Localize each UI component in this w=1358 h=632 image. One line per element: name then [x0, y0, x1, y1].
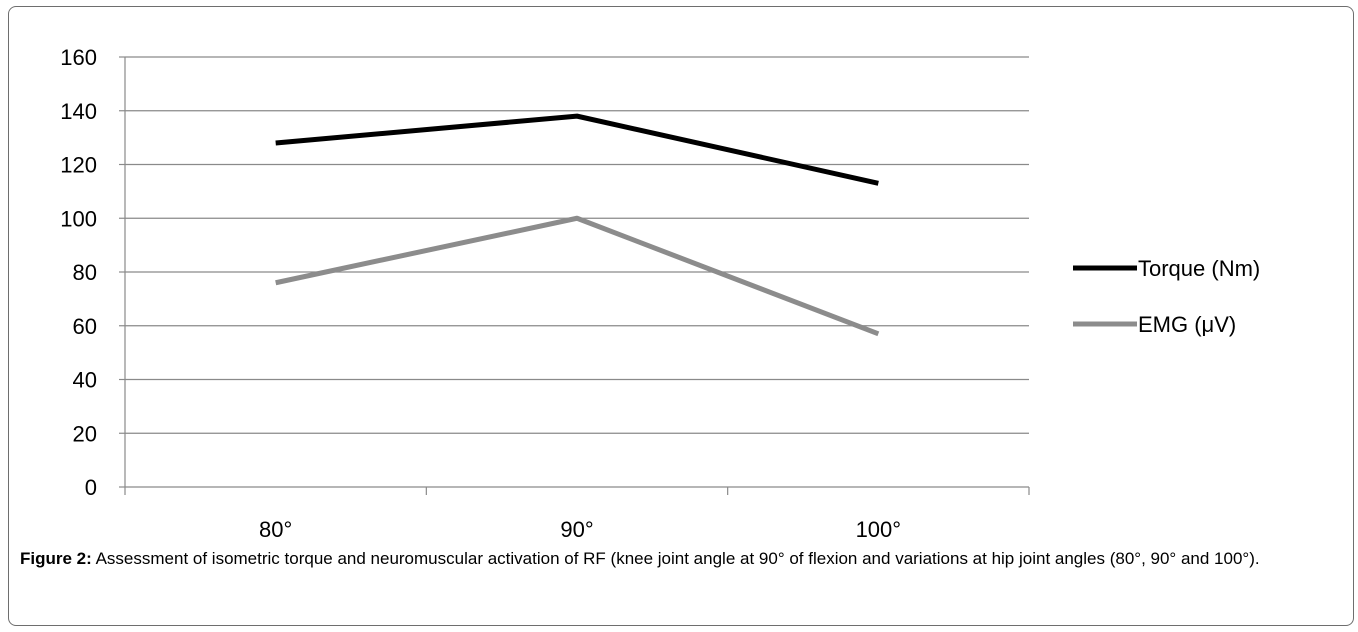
y-tick-label: 20 [73, 421, 97, 446]
line-chart: 0 20 40 60 80 100 120 140 160 80° 90° 100° Torque … [60, 45, 1260, 540]
caption-label: Figure 2: [20, 549, 92, 568]
series-lines [275, 113, 880, 337]
y-tick-label: 0 [85, 475, 97, 500]
figure-caption: Figure 2: Assessment of isometric torque… [20, 547, 1340, 571]
gridlines [125, 56, 1029, 434]
y-tick-label: 140 [60, 99, 97, 124]
y-tick-label: 40 [73, 368, 97, 393]
x-tick-label: 100° [856, 517, 902, 540]
y-tick-label: 60 [73, 314, 97, 339]
caption-text: Assessment of isometric torque and neuro… [91, 549, 1260, 568]
legend: Torque (Nm) EMG (μV) [1073, 256, 1260, 337]
y-tick-labels: 0 20 40 60 80 100 120 140 160 [60, 45, 97, 500]
figure-frame [8, 6, 1354, 626]
series-line-emg [275, 215, 880, 337]
series-line-torque [275, 113, 879, 186]
x-tick-labels: 80° 90° 100° [259, 517, 901, 540]
legend-label: Torque (Nm) [1138, 256, 1260, 281]
axes [119, 56, 1030, 495]
y-tick-label: 100 [60, 206, 97, 231]
y-tick-label: 120 [60, 153, 97, 178]
x-tick-label: 90° [560, 517, 593, 540]
legend-label: EMG (μV) [1138, 312, 1236, 337]
y-tick-label: 80 [73, 260, 97, 285]
x-tick-label: 80° [259, 517, 292, 540]
y-tick-label: 160 [60, 45, 97, 70]
